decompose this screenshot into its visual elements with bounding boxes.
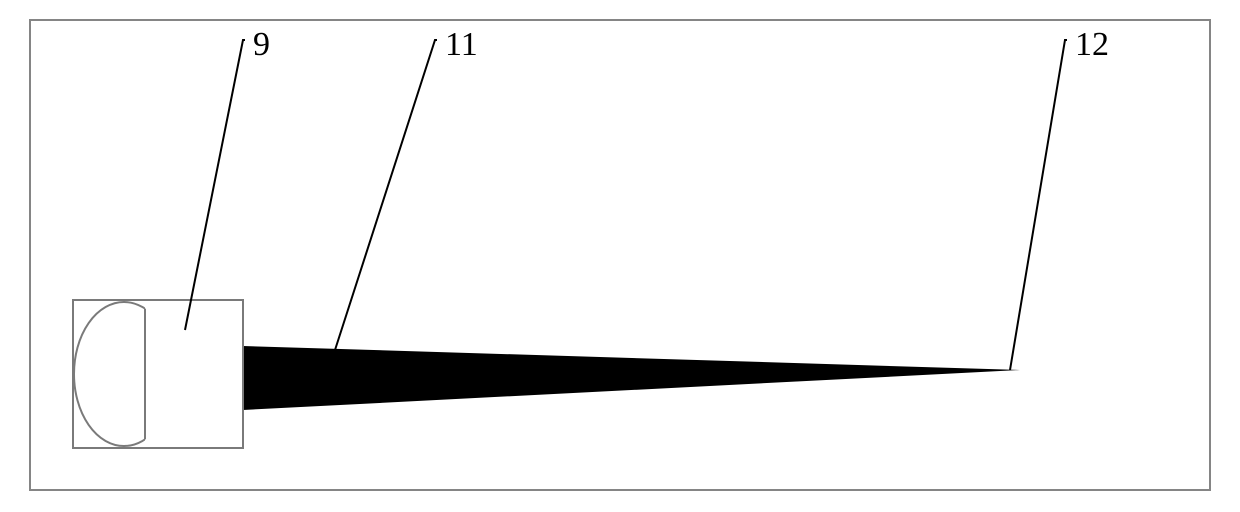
diagram-canvas: 9 11 12 — [0, 0, 1240, 512]
callout-line-9 — [185, 40, 245, 330]
callout-line-11 — [335, 40, 437, 350]
beam-wedge — [243, 346, 1020, 410]
callout-label-11: 11 — [445, 26, 478, 63]
callout-label-9: 9 — [253, 26, 270, 63]
callout-label-12: 12 — [1075, 26, 1109, 63]
callout-line-12 — [1010, 40, 1067, 370]
